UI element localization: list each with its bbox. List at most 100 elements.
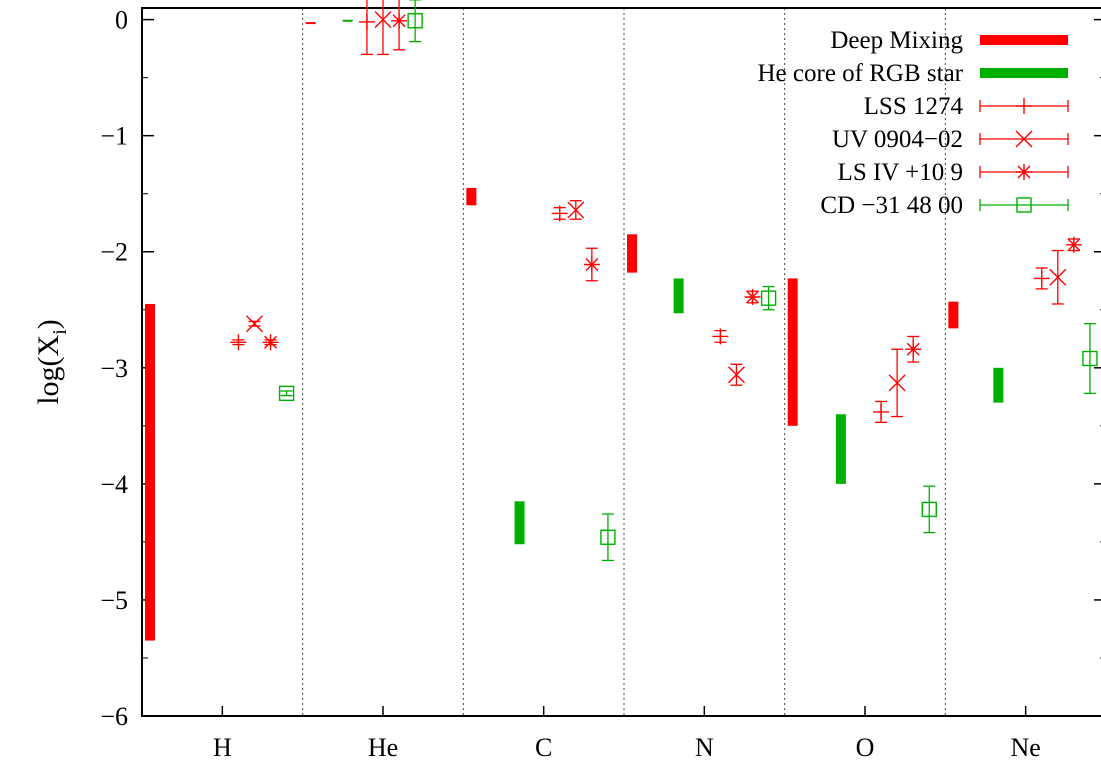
- marker-stroke: [888, 374, 906, 392]
- x-tick-label-h: H: [213, 733, 232, 762]
- marker-square: [407, 13, 423, 29]
- y-axis-label-subscript: i: [49, 329, 71, 335]
- y-tick-label: −6: [100, 702, 128, 731]
- range-bar-he-core-of-rgb-star-ne: [993, 367, 1004, 403]
- marker-star: [391, 12, 408, 29]
- marker-square: [600, 529, 616, 545]
- y-tick-label: −2: [100, 238, 128, 267]
- marker-plus: [551, 205, 568, 222]
- marker-stroke: [264, 335, 278, 349]
- marker-stroke: [1015, 130, 1033, 148]
- x-tick-label-n: N: [695, 733, 714, 762]
- range-bar-he-core-of-rgb-star-c: [514, 501, 525, 545]
- marker-plus: [358, 13, 375, 30]
- point-uv-0904-02-c: [567, 200, 585, 220]
- marker-cross: [245, 315, 263, 333]
- marker-plus: [873, 403, 890, 420]
- marker-cross: [1049, 268, 1067, 286]
- x-tick-label-o: O: [856, 733, 875, 762]
- point-ls-iv-10-9-o: [905, 335, 922, 363]
- y-tick-label: −4: [100, 470, 128, 499]
- range-bar-deep-mixing-ne: [948, 301, 959, 329]
- marker-cross: [727, 366, 745, 384]
- point-ls-iv-10-9-c: [583, 247, 600, 282]
- marker-stroke: [760, 290, 777, 306]
- marker-square: [921, 501, 937, 518]
- range-bar-deep-mixing-o: [787, 278, 798, 426]
- point-cd-31-48-00-ne: [1082, 323, 1098, 394]
- x-axis: H He C N O Ne: [213, 706, 1041, 762]
- legend-label-cd-31-48-00: CD −31 48 00: [820, 192, 963, 219]
- legend-swatch-lss-1274: [979, 98, 1069, 114]
- y-tick-label: −3: [100, 354, 128, 383]
- range-bars: [145, 19, 1004, 641]
- point-cd-31-48-00-he: [407, 0, 423, 43]
- marker-stroke: [567, 201, 585, 219]
- marker-plus: [230, 334, 247, 351]
- legend-swatch-he-core-of-rgb-star: [980, 68, 1068, 78]
- marker-stroke: [245, 315, 263, 333]
- legend-label-uv-0904-02: UV 0904−02: [832, 126, 963, 153]
- range-bar-deep-mixing-c: [466, 187, 477, 206]
- point-uv-0904-02-h: [245, 315, 263, 333]
- legend-marker-cross: [1015, 130, 1033, 148]
- marker-cross: [374, 11, 392, 29]
- marker-stroke: [374, 11, 392, 29]
- marker-star: [905, 341, 922, 358]
- range-bar-he-core-of-rgb-star-n: [673, 278, 684, 314]
- legend-swatch-ls-iv-10-9: [979, 164, 1069, 180]
- marker-star: [262, 334, 279, 351]
- marker-star: [1065, 236, 1082, 253]
- marker-stroke: [585, 258, 599, 271]
- point-uv-0904-02-he: [374, 0, 392, 56]
- point-lss-1274-he: [358, 0, 375, 56]
- marker-stroke: [906, 342, 920, 356]
- point-ls-iv-10-9-h: [262, 334, 279, 351]
- point-ls-iv-10-9-ne: [1065, 236, 1082, 253]
- legend-marker-square: [1016, 197, 1032, 213]
- marker-stroke: [600, 529, 616, 545]
- legend-swatch-cd-31-48-00: [979, 197, 1069, 213]
- range-bar-he-core-of-rgb-star-o: [835, 414, 846, 484]
- category-separators: [302, 8, 946, 716]
- point-cd-31-48-00-c: [600, 513, 616, 562]
- x-tick-label-ne: Ne: [1011, 733, 1041, 762]
- marker-stroke: [1067, 238, 1081, 252]
- plot-frame: [141, 7, 1101, 717]
- marker-stroke: [921, 501, 937, 518]
- marker-stroke: [1049, 268, 1067, 286]
- legend-label-he-core-of-rgb-star: He core of RGB star: [758, 60, 964, 87]
- data-points: [230, 0, 1098, 562]
- marker-stroke: [746, 290, 760, 304]
- y-axis-label-close: ): [32, 319, 65, 329]
- y-tick-label: −1: [100, 122, 128, 151]
- y-tick-label: −5: [100, 586, 128, 615]
- marker-star: [744, 289, 761, 306]
- point-lss-1274-ne: [1033, 267, 1050, 290]
- legend-marker-star: [1016, 164, 1032, 180]
- marker-plus: [712, 328, 729, 345]
- point-lss-1274-n: [712, 328, 729, 345]
- marker-stroke: [1016, 197, 1032, 213]
- marker-stroke: [1082, 350, 1098, 367]
- point-uv-0904-02-n: [727, 363, 745, 386]
- y-axis: 0 −1 −2 −3 −4 −5 −6: [100, 6, 1101, 731]
- point-lss-1274-c: [551, 205, 568, 222]
- x-tick-label-c: C: [535, 733, 552, 762]
- point-lss-1274-o: [873, 400, 890, 424]
- x-tick-label-he: He: [368, 733, 398, 762]
- legend: Deep Mixing He core of RGB star LSS 1274 UV…: [758, 27, 1069, 219]
- y-tick-label: 0: [115, 6, 128, 35]
- marker-cross: [888, 374, 906, 392]
- marker-cross: [567, 201, 585, 219]
- marker-plus: [1033, 270, 1050, 287]
- range-bar-deep-mixing-h: [145, 303, 156, 641]
- marker-square: [760, 290, 777, 306]
- point-cd-31-48-00-o: [921, 485, 937, 534]
- point-ls-iv-10-9-n: [744, 289, 761, 306]
- point-cd-31-48-00-h: [278, 385, 295, 402]
- marker-stroke: [407, 13, 423, 29]
- point-uv-0904-02-ne: [1049, 249, 1067, 305]
- marker-square: [278, 385, 295, 402]
